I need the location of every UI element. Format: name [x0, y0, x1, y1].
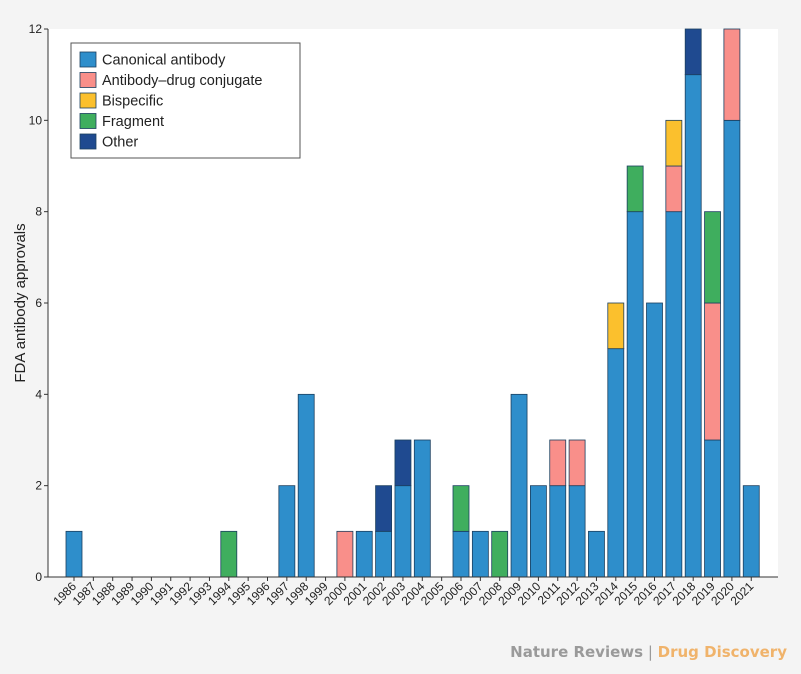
y-tick-label: 8 [35, 205, 42, 219]
y-tick-label: 0 [35, 570, 42, 584]
bar-segment-2014-bispecific [607, 302, 625, 350]
legend-label: Bispecific [102, 94, 163, 110]
bar-segment-1986-canonical-antibody [65, 530, 83, 578]
bar-segment-2018-canonical-antibody [684, 74, 702, 578]
bar-segment-2015-fragment [626, 165, 644, 213]
bar-segment-2000-antibody-drug-conjugate [336, 530, 354, 578]
bar-segment-1997-canonical-antibody [278, 485, 296, 578]
legend-swatch [79, 92, 97, 109]
bar-segment-2001-canonical-antibody [355, 530, 373, 578]
bar-segment-2020-canonical-antibody [723, 119, 741, 578]
bar-segment-2015-canonical-antibody [626, 211, 644, 578]
publisher-name: Nature Reviews [510, 643, 644, 661]
bar-segment-2012-antibody-drug-conjugate [568, 439, 586, 487]
bar-segment-2019-fragment [704, 211, 721, 304]
publisher-credit: Nature Reviews | Drug Discovery [510, 643, 787, 661]
bar-segment-2006-fragment [452, 485, 470, 532]
bar-segment-2013-canonical-antibody [588, 530, 605, 578]
chart: 0 2 4 6 8 10 12 198619871988198919901991199219… [12, 22, 778, 608]
bar-segment-2009-canonical-antibody [510, 393, 528, 578]
bar-segment-2006-canonical-antibody [452, 530, 470, 578]
bar-segment-2010-canonical-antibody [530, 485, 547, 578]
bars [65, 28, 760, 578]
bar-segment-2002-other [375, 485, 393, 532]
bar-segment-2002-canonical-antibody [375, 530, 393, 578]
bar-segment-2020-antibody-drug-conjugate [723, 28, 741, 121]
bar-segment-2018-other [684, 28, 702, 76]
bar-segment-2003-canonical-antibody [394, 485, 412, 578]
legend: Canonical antibody Antibody–drug conjugat… [70, 42, 301, 159]
bar-segment-2019-antibody-drug-conjugate [704, 302, 721, 441]
legend-box [70, 42, 301, 159]
credit-separator: | [643, 643, 658, 661]
bar-segment-2019-canonical-antibody [704, 439, 721, 578]
y-tick-label: 4 [35, 387, 42, 401]
bar-segment-2016-canonical-antibody [646, 302, 663, 578]
journal-name: Drug Discovery [657, 643, 787, 661]
legend-swatch [79, 113, 97, 129]
x-ticks: 1986198719881989199019911992199319941995… [50, 577, 757, 608]
bar-segment-2014-canonical-antibody [607, 348, 625, 578]
bar-segment-2017-antibody-drug-conjugate [665, 165, 683, 213]
legend-label: Canonical antibody [102, 53, 226, 69]
bar-segment-1994-fragment [220, 530, 238, 578]
bar-segment-1998-canonical-antibody [297, 393, 315, 578]
bar-segment-2012-canonical-antibody [568, 485, 586, 578]
bar-segment-2021-canonical-antibody [742, 485, 760, 578]
y-tick-label: 12 [29, 22, 43, 36]
bar-segment-2003-other [394, 439, 412, 487]
y-axis-label: FDA antibody approvals [12, 223, 29, 382]
bar-segment-2004-canonical-antibody [413, 439, 431, 578]
legend-swatch [79, 51, 97, 68]
legend-swatch [79, 133, 97, 150]
bar-segment-2011-canonical-antibody [549, 485, 567, 578]
y-tick-label: 10 [29, 113, 43, 127]
legend-label: Fragment [102, 114, 164, 130]
legend-swatch [79, 72, 97, 88]
x-tick-label: 2021 [728, 579, 757, 608]
y-tick-label: 6 [35, 296, 42, 310]
y-ticks: 0 2 4 6 8 10 12 [29, 22, 48, 584]
bar-segment-2011-antibody-drug-conjugate [549, 439, 567, 487]
bar-segment-2008-fragment [491, 530, 509, 578]
y-tick-label: 2 [35, 479, 42, 493]
legend-label: Other [102, 135, 138, 151]
legend-label: Antibody–drug conjugate [102, 73, 262, 89]
bar-segment-2007-canonical-antibody [471, 530, 489, 578]
bar-segment-2017-canonical-antibody [665, 211, 683, 578]
bar-segment-2017-bispecific [665, 119, 683, 167]
